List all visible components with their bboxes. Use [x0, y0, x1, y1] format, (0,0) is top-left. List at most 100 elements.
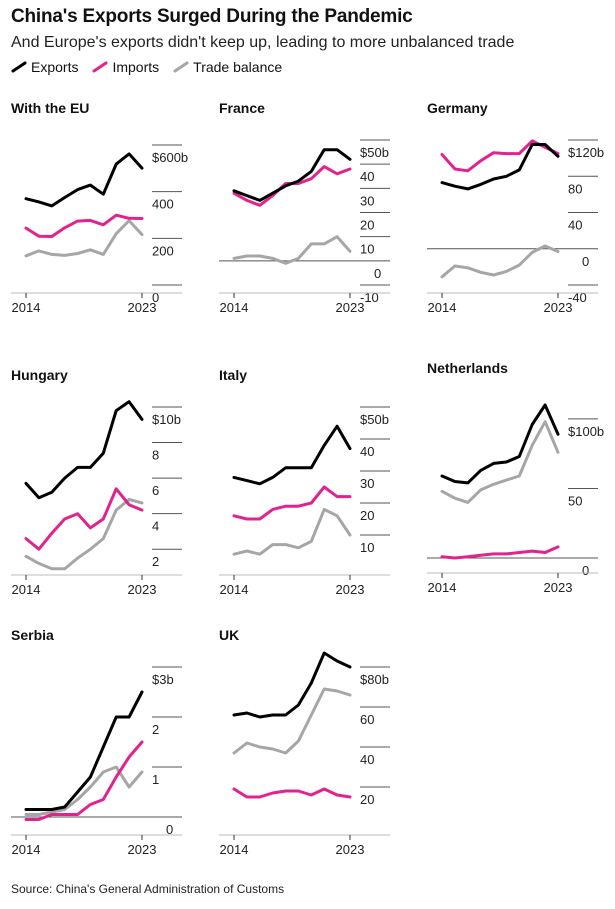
series-line-exports: [232, 424, 352, 486]
imports-swatch-icon: [92, 61, 108, 73]
y-tick-label: 40: [360, 444, 374, 459]
chart-netherlands: Netherlands $100b 50 0 2014 2023: [427, 360, 604, 595]
trade-balance-swatch-icon: [173, 61, 189, 73]
chart-subtitle: And Europe's exports didn't keep up, lea…: [11, 34, 515, 51]
y-tick-label: $3b: [152, 672, 174, 687]
panel-uk: UK $80b 60 40 20 2014 2023: [208, 622, 408, 862]
x-tick-label: 2014: [428, 580, 457, 595]
x-tick-label: 2014: [220, 842, 249, 857]
legend-trade-balance-label: Trade balance: [193, 59, 283, 75]
legend-imports: Imports: [92, 59, 159, 75]
panel-title: Germany: [427, 100, 488, 116]
source-note: Source: China's General Administration o…: [11, 882, 285, 896]
series-line-imports: [232, 165, 352, 207]
series-line-imports: [232, 485, 352, 521]
y-tick-label: 40: [360, 169, 374, 184]
y-tick-label: 30: [360, 193, 374, 208]
y-tick-label: 10: [360, 540, 374, 555]
chart-uk: UK $80b 60 40 20 2014 2023: [219, 627, 390, 857]
y-tick-label: $50b: [360, 412, 389, 427]
y-tick-label: $600b: [152, 150, 188, 165]
chart-italy: Italy $50b 40 30 20 10 2014 2023: [219, 367, 390, 597]
chart-serbia: Serbia $3b 2 1 0 2014 2023: [11, 627, 182, 857]
legend-imports-label: Imports: [112, 59, 160, 75]
series-line-exports: [24, 690, 144, 811]
y-tick-label: 40: [360, 752, 374, 767]
series-line-imports: [232, 787, 352, 799]
series-line-imports: [24, 740, 144, 821]
x-tick-label: 2014: [12, 842, 41, 857]
series-line-exports: [232, 148, 352, 202]
panel-title: Hungary: [11, 367, 68, 383]
x-tick-label: 2023: [336, 300, 365, 315]
panel-title: Netherlands: [427, 360, 508, 376]
y-tick-label: 0: [374, 266, 381, 281]
x-tick-label: 2023: [336, 582, 365, 597]
chart-france: France $50b 40 30 20 100 -10 2014 2023: [219, 100, 390, 315]
y-tick-label: 50: [568, 493, 582, 508]
y-tick-label: 0: [582, 254, 589, 269]
exports-swatch-icon: [11, 61, 27, 73]
panel-title: Italy: [219, 367, 247, 383]
series-line-exports: [440, 143, 560, 191]
legend: Exports Imports Trade balance: [11, 59, 296, 75]
series-line-exports: [24, 400, 144, 500]
y-tick-label: 60: [360, 712, 374, 727]
x-tick-label: 2014: [428, 300, 457, 315]
x-tick-label: 2023: [336, 842, 365, 857]
panel-netherlands: Netherlands $100b 50 0 2014 2023: [416, 355, 615, 595]
legend-trade-balance: Trade balance: [173, 59, 282, 75]
y-tick-label: $80b: [360, 672, 389, 687]
y-tick-label: $50b: [360, 145, 389, 160]
y-tick-label: 40: [568, 218, 582, 233]
panel-germany: Germany $120b 80 40 0 -40 2014 2023: [416, 95, 615, 335]
y-tick-label: 8: [152, 448, 159, 463]
series-line-trade-balance: [440, 420, 560, 504]
series-line-exports: [440, 403, 560, 485]
series-line-imports: [24, 213, 144, 238]
y-tick-label: 200: [152, 243, 174, 258]
y-tick-label: 20: [360, 508, 374, 523]
x-tick-label: 2014: [220, 300, 249, 315]
series-line-trade-balance: [24, 765, 144, 816]
x-tick-label: 2023: [128, 300, 157, 315]
panel-title: UK: [219, 627, 239, 643]
y-tick-label: 1: [152, 772, 159, 787]
x-tick-label: 2023: [128, 842, 157, 857]
panel-italy: Italy $50b 40 30 20 10 2014 2023: [208, 362, 408, 602]
y-tick-label: 30: [360, 476, 374, 491]
x-tick-label: 2014: [12, 582, 41, 597]
y-tick-label: $100b: [568, 424, 604, 439]
y-tick-label: $120b: [568, 145, 604, 160]
chart-germany: Germany $120b 80 40 0 -40 2014 2023: [427, 100, 604, 315]
panel-with-the-eu: With the EU $600b 400 200 0 2014 2023: [0, 95, 200, 335]
x-tick-label: 2014: [220, 582, 249, 597]
series-line-trade-balance: [24, 497, 144, 571]
y-tick-label: -10: [360, 290, 379, 305]
series-line-exports: [232, 651, 352, 719]
y-tick-label: 0: [166, 822, 173, 837]
x-tick-label: 2023: [128, 582, 157, 597]
series-line-trade-balance: [24, 219, 144, 258]
series-line-trade-balance: [232, 687, 352, 755]
legend-exports: Exports: [11, 59, 78, 75]
y-tick-label: 80: [568, 181, 582, 196]
series-line-trade-balance: [232, 507, 352, 556]
y-tick-label: 2: [152, 722, 159, 737]
y-tick-label: $10b: [152, 412, 181, 427]
series-line-trade-balance: [232, 235, 352, 265]
y-tick-label: 6: [152, 483, 159, 498]
panel-france: France $50b 40 30 20 10 0 -10 2014 2023: [208, 95, 408, 335]
y-tick-label: 20: [360, 218, 374, 233]
legend-exports-label: Exports: [31, 59, 79, 75]
series-line-imports: [440, 545, 560, 560]
panel-title: Serbia: [11, 627, 54, 643]
x-tick-label: 2023: [544, 580, 573, 595]
y-tick-label: 0: [152, 290, 159, 305]
series-line-imports: [24, 487, 144, 551]
y-tick-label: 2: [152, 554, 159, 569]
y-tick-label: 0: [582, 563, 589, 578]
panel-title: With the EU: [11, 100, 89, 116]
panel-serbia: Serbia $3b 2 1 0 2014 2023: [0, 622, 200, 862]
chart-hungary: Hungary $10b 8 6 4 2 2014 2023: [11, 367, 182, 597]
